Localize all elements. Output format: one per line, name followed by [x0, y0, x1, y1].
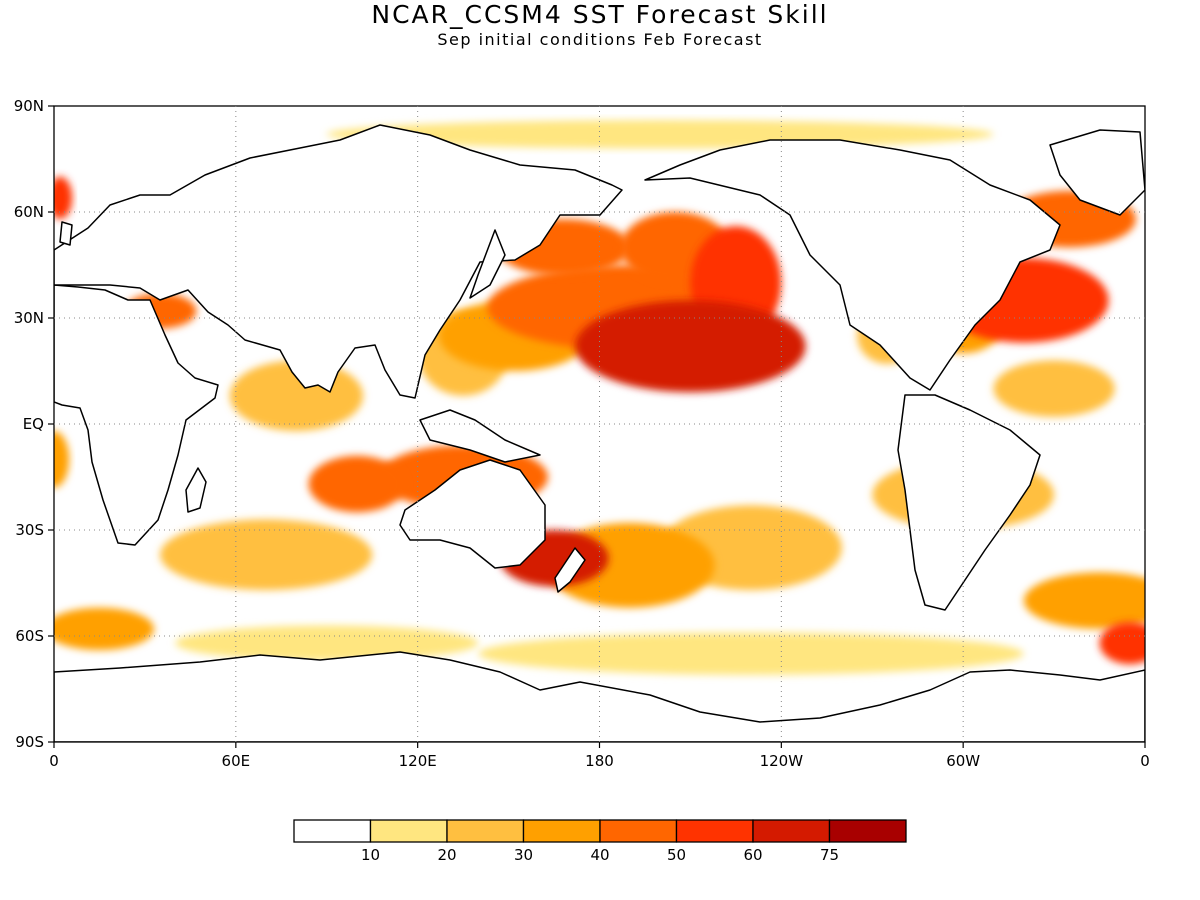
coast-uk [59, 221, 73, 246]
colorbar-label: 40 [590, 846, 609, 864]
skill-region-22 [308, 455, 406, 513]
map-title: NCAR_CCSM4 SST Forecast Skill [371, 0, 829, 29]
colorbar-label: 30 [514, 846, 533, 864]
colorbar-swatch [828, 819, 907, 843]
lon-label: 120W [760, 752, 804, 770]
coast-greenland [1049, 129, 1145, 216]
lon-label: 60W [946, 752, 980, 770]
coast-japan [469, 229, 506, 299]
colorbar-label: 60 [743, 846, 762, 864]
lon-label: 180 [585, 752, 614, 770]
colorbar-swatch [446, 819, 525, 843]
skill-region-26 [1099, 621, 1145, 665]
lat-label: 60S [15, 627, 44, 645]
coast-eurasia [54, 124, 623, 399]
coast-australia [399, 459, 546, 569]
skill-region-6 [160, 519, 373, 591]
colorbar-swatch [293, 819, 372, 843]
colorbar-label: 75 [820, 846, 839, 864]
colorbar-swatch [752, 819, 831, 843]
skill-region-0 [478, 632, 1024, 675]
lat-label: 30S [15, 521, 44, 539]
coast-north-america [644, 139, 1061, 391]
lon-label: 60E [222, 752, 251, 770]
skill-region-14 [1023, 572, 1145, 629]
coast-maritime [419, 409, 541, 463]
coast-antarctica [54, 651, 1145, 742]
gridlines [54, 106, 1145, 742]
colorbar-label: 10 [361, 846, 380, 864]
lon-label: 0 [49, 752, 59, 770]
coast-madagascar [185, 467, 207, 513]
skill-region-15 [54, 431, 70, 488]
skill-field [54, 120, 1145, 675]
coast-south-america [897, 394, 1041, 611]
colorbar-swatch [599, 819, 678, 843]
lat-label: 60N [14, 203, 44, 221]
lat-label: 90N [14, 97, 44, 115]
colorbar-swatch [675, 819, 754, 843]
skill-region-1 [175, 625, 479, 661]
colorbar-swatch [369, 819, 448, 843]
skill-region-27 [575, 300, 806, 393]
colorbar-label: 20 [437, 846, 456, 864]
coast-africa-europe [54, 284, 219, 546]
lat-label: 30N [14, 309, 44, 327]
skill-region-13 [54, 607, 154, 651]
lon-label: 120E [399, 752, 437, 770]
lat-label: EQ [23, 415, 44, 433]
axes: 90N 60N 30N EQ 30S 60S 90S 0 60E 120E 180 120W 60W 0 [14, 97, 1150, 770]
lat-label: 90S [15, 733, 44, 751]
map-subtitle: Sep initial conditions Feb Forecast [437, 30, 763, 49]
lon-label: 0 [1140, 752, 1150, 770]
skill-region-9 [993, 360, 1115, 417]
colorbar-label: 50 [667, 846, 686, 864]
coast-new-zealand [554, 547, 586, 593]
coastlines [54, 124, 1145, 742]
colorbar: 10 20 30 40 50 60 75 [293, 819, 907, 864]
colorbar-swatch [522, 819, 601, 843]
skill-region-25 [54, 176, 73, 220]
